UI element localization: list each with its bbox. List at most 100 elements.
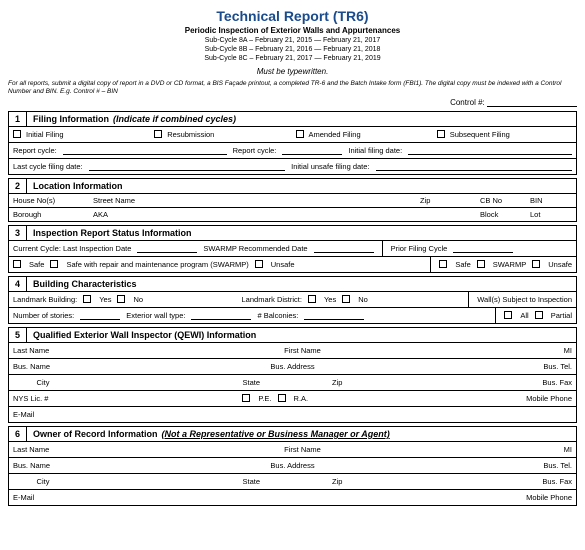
unsafe-checkbox[interactable]	[255, 260, 263, 268]
control-input[interactable]	[487, 98, 577, 107]
section-3-header: 3 Inspection Report Status Information	[8, 225, 577, 241]
owner-busname-label: Bus. Name	[13, 461, 73, 470]
owner-city-row: City State Zip Bus. Fax	[8, 474, 577, 490]
subsequent-checkbox[interactable]	[437, 130, 445, 138]
landmark-no-checkbox[interactable]	[117, 295, 125, 303]
section-2-num: 2	[9, 179, 27, 193]
section-4-num: 4	[9, 277, 27, 291]
section-4-title: Building Characteristics	[33, 279, 137, 289]
owner-zip-label: Zip	[332, 477, 342, 486]
initial-filing-date-label: Initial filing date:	[348, 146, 402, 155]
current-cycle-label: Current Cycle: Last Inspection Date	[13, 244, 131, 253]
bin-label: BIN	[526, 194, 576, 207]
section-4-header: 4 Building Characteristics	[8, 276, 577, 292]
section-5-header: 5 Qualified Exterior Wall Inspector (QEW…	[8, 327, 577, 343]
initial-unsafe-date-input[interactable]	[376, 162, 573, 171]
wall-type-label: Exterior wall type:	[126, 311, 185, 320]
pe-checkbox[interactable]	[242, 394, 250, 402]
ra-checkbox[interactable]	[278, 394, 286, 402]
cb-no-label: CB No	[476, 194, 526, 207]
report-cycle-2-input[interactable]	[282, 146, 342, 155]
section-1-header: 1 Filing Information (Indicate if combin…	[8, 111, 577, 127]
owner-email-row: E-Mail Mobile Phone	[8, 490, 577, 506]
section-2-header: 2 Location Information	[8, 178, 577, 194]
qewi-email-label: E-Mail	[13, 410, 34, 419]
section-2-title: Location Information	[33, 181, 123, 191]
stories-label: Number of stories:	[13, 311, 74, 320]
last-inspection-input[interactable]	[137, 244, 197, 253]
filing-type-row: Initial Filing Resubmission Amended Fili…	[8, 127, 577, 143]
zip-label: Zip	[416, 194, 476, 207]
prior-swarmp-checkbox[interactable]	[477, 260, 485, 268]
walls-subject-label: Wall(s) Subject to Inspection	[477, 295, 572, 304]
subcycle-8c: Sub-Cycle 8C – February 21, 2017 — Febru…	[8, 54, 577, 63]
section-5-title: Qualified Exterior Wall Inspector (QEWI)…	[33, 330, 256, 340]
section-3-title: Inspection Report Status Information	[33, 228, 192, 238]
owner-name-row: Last Name First Name MI	[8, 442, 577, 458]
amended-checkbox[interactable]	[296, 130, 304, 138]
prior-unsafe-checkbox[interactable]	[532, 260, 540, 268]
subsequent-label: Subsequent Filing	[450, 130, 510, 139]
ra-label: R.A.	[294, 394, 309, 403]
partial-walls-checkbox[interactable]	[535, 311, 543, 319]
district-no-checkbox[interactable]	[342, 295, 350, 303]
resubmission-checkbox[interactable]	[154, 130, 162, 138]
qewi-bustel-label: Bus. Tel.	[512, 362, 572, 371]
report-cycle-2-label: Report cycle:	[233, 146, 277, 155]
prior-safe-checkbox[interactable]	[439, 260, 447, 268]
must-typewritten: Must be typewritten.	[8, 67, 577, 76]
all-walls-label: All	[520, 311, 528, 320]
initial-filing-checkbox[interactable]	[13, 130, 21, 138]
lot-label: Lot	[526, 208, 576, 221]
safe-checkbox[interactable]	[13, 260, 21, 268]
report-subtitle: Periodic Inspection of Exterior Walls an…	[8, 26, 577, 35]
swarmp-label: Safe with repair and maintenance program…	[66, 260, 248, 269]
inspection-dates-row: Current Cycle: Last Inspection Date SWAR…	[8, 241, 577, 257]
last-cycle-date-label: Last cycle filing date:	[13, 162, 83, 171]
report-cycle-label: Report cycle:	[13, 146, 57, 155]
district-yes-label: Yes	[324, 295, 336, 304]
section-1-note: (Indicate if combined cycles)	[113, 114, 236, 124]
location-row-2: Borough AKA Block Lot	[8, 208, 577, 222]
owner-email-label: E-Mail	[13, 493, 34, 502]
prior-swarmp-label: SWARMP	[493, 260, 526, 269]
safe-label: Safe	[29, 260, 44, 269]
section-6-title: Owner of Record Information	[33, 429, 158, 439]
prior-unsafe-label: Unsafe	[548, 260, 572, 269]
section-1-title: Filing Information	[33, 114, 109, 124]
control-number-row: Control #:	[8, 98, 577, 107]
all-walls-checkbox[interactable]	[504, 311, 512, 319]
street-name-label: Street Name	[89, 194, 416, 207]
house-no-label: House No(s)	[9, 194, 89, 207]
wall-type-input[interactable]	[191, 311, 251, 320]
swarmp-checkbox[interactable]	[50, 260, 58, 268]
prior-cycle-label: Prior Filing Cycle	[391, 244, 448, 253]
landmark-yes-checkbox[interactable]	[83, 295, 91, 303]
qewi-firstname-label: First Name	[284, 346, 321, 355]
section-1-num: 1	[9, 112, 27, 126]
qewi-busaddr-label: Bus. Address	[270, 362, 314, 371]
landmark-district-label: Landmark District:	[242, 295, 302, 304]
report-title: Technical Report (TR6)	[8, 8, 577, 24]
section-6-num: 6	[9, 427, 27, 441]
qewi-city-row: City State Zip Bus. Fax	[8, 375, 577, 391]
qewi-lastname-label: Last Name	[13, 346, 73, 355]
landmark-row: Landmark Building: Yes No Landmark Distr…	[8, 292, 577, 308]
qewi-mi-label: MI	[532, 346, 572, 355]
landmark-yes-label: Yes	[99, 295, 111, 304]
last-cycle-date-input[interactable]	[89, 162, 286, 171]
district-yes-checkbox[interactable]	[308, 295, 316, 303]
owner-state-label: State	[243, 477, 261, 486]
section-6-note: (Not a Representative or Business Manage…	[162, 429, 390, 439]
swarmp-date-input[interactable]	[314, 244, 374, 253]
stories-input[interactable]	[80, 311, 120, 320]
initial-filing-date-input[interactable]	[408, 146, 572, 155]
balconies-input[interactable]	[304, 311, 364, 320]
section-3-num: 3	[9, 226, 27, 240]
report-cycle-input[interactable]	[63, 146, 227, 155]
location-row-1: House No(s) Street Name Zip CB No BIN	[8, 194, 577, 208]
qewi-license-row: NYS Lic. # P.E. R.A. Mobile Phone	[8, 391, 577, 407]
prior-cycle-input[interactable]	[453, 244, 513, 253]
owner-mobile-label: Mobile Phone	[502, 493, 572, 502]
landmark-building-label: Landmark Building:	[13, 295, 77, 304]
